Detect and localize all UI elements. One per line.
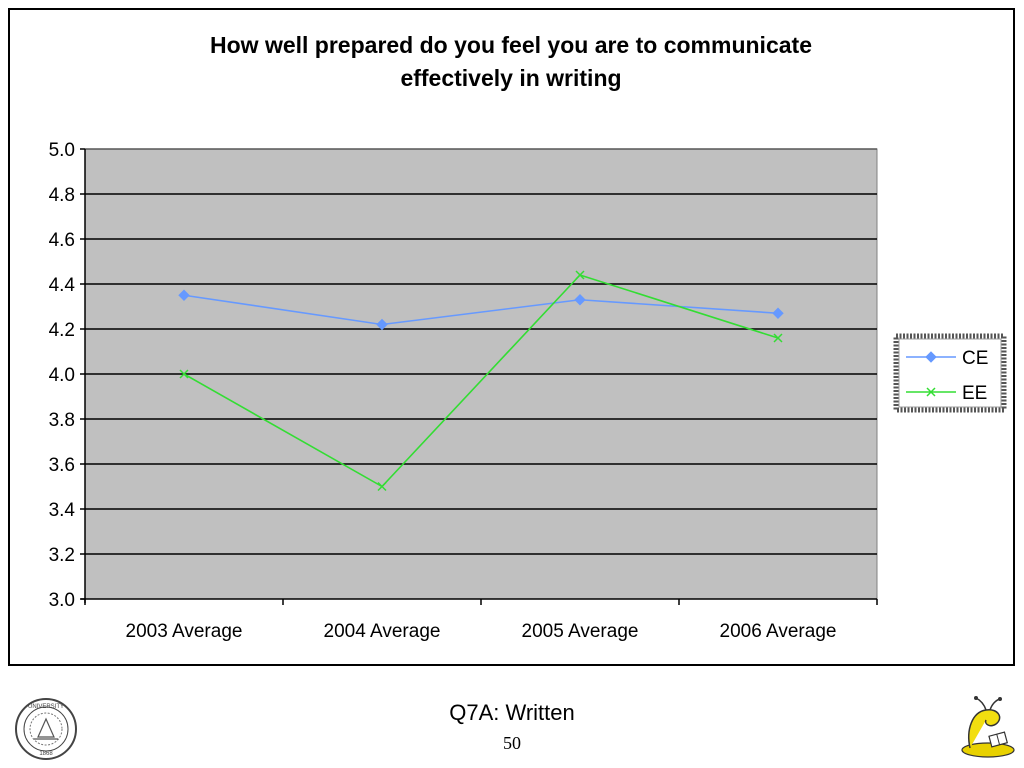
legend-swatch-marker	[926, 387, 936, 397]
x-tick-label: 2004 Average	[324, 621, 441, 642]
legend: CE EE	[893, 333, 1007, 413]
y-tick-label: 3.0	[49, 590, 75, 611]
y-tick-label: 3.4	[49, 500, 76, 521]
gridlines	[85, 148, 877, 555]
legend-entry-ee: EE	[906, 383, 987, 404]
y-tick-label: 5.0	[49, 140, 75, 161]
legend-label: CE	[962, 348, 988, 369]
data-point-ee	[179, 369, 189, 379]
y-tick-label: 3.8	[49, 410, 75, 431]
page-number: 50	[503, 733, 521, 753]
series-layer	[178, 270, 784, 492]
legend-swatch-marker	[925, 351, 937, 363]
legend-label: EE	[962, 383, 987, 404]
svg-text:UNIVERSITY: UNIVERSITY	[28, 704, 64, 710]
y-tick-label: 4.6	[49, 230, 75, 251]
university-seal-logo: UNIVERSITY 1868	[15, 698, 77, 760]
series-line-ee	[183, 274, 779, 488]
legend-inner-border	[898, 338, 1002, 408]
y-tick-label: 4.0	[49, 365, 75, 386]
y-tick-label: 4.2	[49, 320, 75, 341]
axes	[81, 149, 877, 603]
data-point-ee	[377, 481, 387, 492]
x-tick-label: 2003 Average	[126, 621, 243, 642]
data-point-ce	[178, 289, 190, 301]
y-tick-label: 3.6	[49, 455, 75, 476]
x-tick-label: 2006 Average	[720, 621, 837, 642]
slide-caption: Q7A: Written	[449, 700, 575, 725]
legend-entry-ce: CE	[906, 348, 988, 369]
data-point-ce	[574, 294, 586, 306]
svg-text:1868: 1868	[39, 751, 53, 757]
y-tick-label: 4.8	[49, 185, 75, 206]
y-tick-label: 4.4	[49, 275, 76, 296]
data-point-ce	[376, 318, 388, 331]
y-axis-ticks: 3.0 3.2 3.4 3.6 3.8 4.0 4.2 4.4 4.6 4.8 5.0	[49, 140, 85, 611]
chart-title-line-2: effectively in writing	[400, 65, 621, 91]
series-ee	[179, 270, 783, 492]
y-tick-label: 3.2	[49, 545, 75, 566]
legend-entries: CE EE	[906, 348, 988, 404]
x-axis-ticks: 2003 Average 2004 Average 2005 Average 2006…	[84, 599, 878, 642]
data-point-ee	[773, 333, 783, 343]
banana-slug-mascot-icon	[961, 696, 1015, 758]
x-tick-label: 2005 Average	[522, 621, 639, 642]
data-point-ee	[575, 270, 585, 280]
data-point-ce	[772, 307, 784, 319]
chart-title-line-1: How well prepared do you feel you are to…	[210, 32, 812, 58]
